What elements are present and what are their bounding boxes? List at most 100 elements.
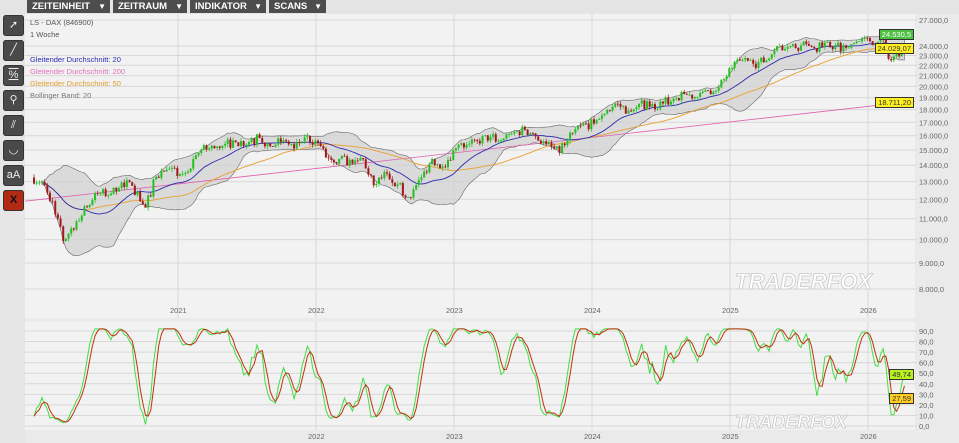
candle xyxy=(250,138,253,143)
candle xyxy=(569,132,572,141)
candle xyxy=(470,139,473,144)
candle xyxy=(181,173,184,175)
y-tick-label: 17.000,0 xyxy=(919,118,948,127)
tab-indikator[interactable]: INDIKATOR ▼ xyxy=(190,0,266,13)
candle xyxy=(301,141,304,143)
candle xyxy=(107,195,110,197)
candle xyxy=(653,104,656,110)
candle xyxy=(35,182,38,184)
candle xyxy=(454,148,457,151)
candle xyxy=(675,98,678,99)
candle xyxy=(348,159,351,166)
candle xyxy=(866,37,869,39)
legend-ma20[interactable]: Gleitender Durchschnitt: 20 xyxy=(30,55,121,64)
candle xyxy=(303,137,306,142)
candle xyxy=(383,172,386,179)
candle xyxy=(48,192,51,201)
candle xyxy=(452,150,455,161)
candle xyxy=(200,149,203,153)
candle xyxy=(324,148,327,158)
candle xyxy=(147,195,150,208)
candle xyxy=(478,140,481,144)
candle xyxy=(738,59,741,61)
curve-icon[interactable]: ◡ xyxy=(3,140,24,161)
legend-ma50[interactable]: Gleitender Durchschnitt: 50 xyxy=(30,79,121,88)
candle xyxy=(396,184,399,187)
instrument-label: LS - DAX (846900) xyxy=(30,18,94,27)
y-tick-label: 30,0 xyxy=(919,390,934,399)
zoom-icon[interactable]: ⚲ xyxy=(3,90,24,111)
candle xyxy=(420,177,423,181)
cursor-add-icon[interactable]: ➚ xyxy=(3,15,24,36)
candle xyxy=(72,228,75,230)
candle xyxy=(367,168,370,175)
candle xyxy=(234,140,237,143)
candle xyxy=(64,238,67,242)
x-tick-label: 2026 xyxy=(860,432,877,441)
candle xyxy=(683,91,686,94)
candle xyxy=(805,41,808,44)
percent-icon[interactable]: % xyxy=(3,65,24,86)
candle xyxy=(412,189,415,198)
candle xyxy=(391,179,394,183)
candle xyxy=(794,44,797,48)
legend-ma200[interactable]: Gleitender Durchschnitt: 200 xyxy=(30,67,126,76)
candle xyxy=(566,140,569,146)
candle xyxy=(531,133,534,135)
candle xyxy=(67,233,70,239)
candle xyxy=(316,140,319,144)
candle xyxy=(298,142,301,144)
text-icon[interactable]: aA xyxy=(3,165,24,186)
candle xyxy=(139,191,142,202)
ma200-value: 18.711,20 xyxy=(875,97,914,108)
y-tick-label: 10,0 xyxy=(919,411,934,420)
candle xyxy=(627,110,630,114)
candle xyxy=(176,168,179,176)
candle xyxy=(436,164,439,166)
candle xyxy=(258,134,261,139)
candle xyxy=(70,228,73,234)
candle xyxy=(770,54,773,59)
candle xyxy=(659,101,662,109)
candle xyxy=(704,90,707,92)
tab-zeitraum[interactable]: ZEITRAUM ▼ xyxy=(113,0,187,13)
candle xyxy=(441,166,444,169)
candle xyxy=(261,138,264,143)
candle xyxy=(144,204,147,208)
candle xyxy=(829,42,832,48)
x-tick-label: 2022 xyxy=(308,306,325,315)
candle xyxy=(672,98,675,102)
candle xyxy=(595,119,598,124)
candle xyxy=(46,185,49,193)
candle xyxy=(208,148,211,150)
candle xyxy=(216,146,219,148)
candle xyxy=(667,97,670,105)
candle xyxy=(425,171,428,173)
y-tick-label: 50,0 xyxy=(919,369,934,378)
candle xyxy=(784,48,787,51)
candle xyxy=(715,90,718,92)
candle xyxy=(677,98,680,101)
candle xyxy=(606,109,609,114)
x-tick-label: 2022 xyxy=(308,432,325,441)
delete-icon[interactable]: X xyxy=(3,190,24,211)
candle xyxy=(104,189,107,197)
candle xyxy=(186,171,189,173)
y-tick-label: 13.000,0 xyxy=(919,178,948,187)
tab-zeiteinheit[interactable]: ZEITEINHEIT ▼ xyxy=(27,0,110,13)
legend-bollinger[interactable]: Bollinger Band: 20 xyxy=(30,91,92,100)
parallel-lines-icon[interactable]: ⫽ xyxy=(3,115,24,136)
candle xyxy=(415,184,418,190)
line-icon[interactable]: ╱ xyxy=(3,40,24,61)
candle xyxy=(240,141,243,147)
candle xyxy=(611,106,614,111)
candle xyxy=(43,181,46,186)
candle xyxy=(91,199,94,206)
candle xyxy=(378,177,381,184)
candle xyxy=(837,42,840,46)
tab-scans[interactable]: SCANS ▼ xyxy=(269,0,326,13)
candle xyxy=(691,94,694,99)
candle xyxy=(141,201,144,205)
candle xyxy=(171,167,174,169)
